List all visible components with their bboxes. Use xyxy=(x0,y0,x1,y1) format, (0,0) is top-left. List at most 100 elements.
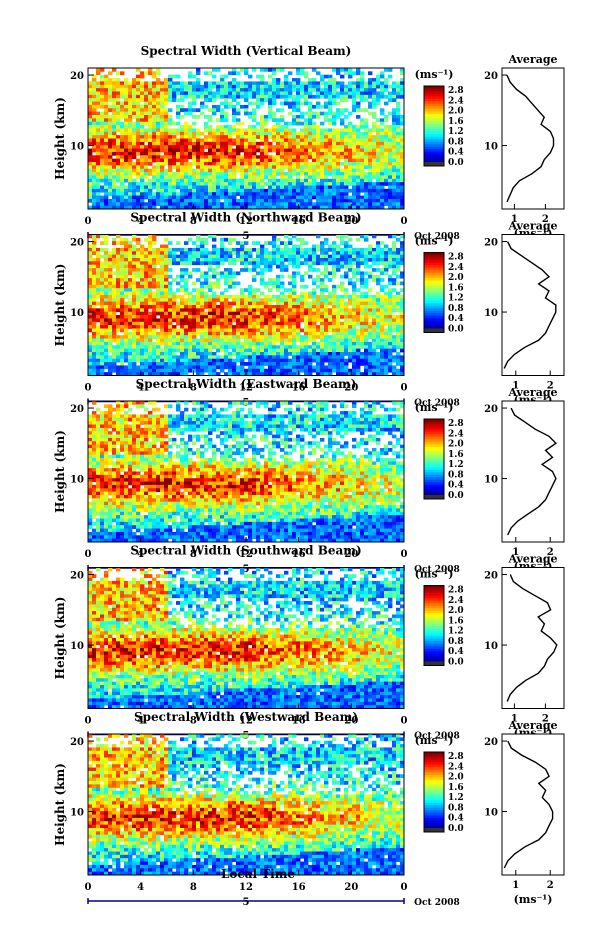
heatmap-cell xyxy=(176,132,180,136)
heatmap-cell xyxy=(260,282,264,286)
heatmap-cell xyxy=(304,251,308,255)
heatmap-cell xyxy=(256,85,260,89)
heatmap-cell xyxy=(100,315,104,319)
heatmap-cell xyxy=(144,278,148,282)
heatmap-cell xyxy=(96,68,100,72)
heatmap-cell xyxy=(124,278,128,282)
heatmap-cell xyxy=(100,275,104,279)
heatmap-cell xyxy=(136,339,140,343)
heatmap-cell xyxy=(184,332,188,336)
heatmap-cell xyxy=(132,189,136,193)
heatmap-cell xyxy=(216,182,220,186)
heatmap-cell xyxy=(320,128,324,132)
heatmap-cell xyxy=(188,186,192,190)
heatmap-cell xyxy=(268,75,272,79)
heatmap-cell xyxy=(268,278,272,282)
heatmap-cell xyxy=(296,192,300,196)
heatmap-cell xyxy=(172,175,176,179)
heatmap-cell xyxy=(396,335,400,339)
heatmap-cell xyxy=(92,105,96,109)
heatmap-cell xyxy=(112,128,116,132)
heatmap-cell xyxy=(200,139,204,143)
heatmap-cell xyxy=(152,295,156,299)
heatmap-cell xyxy=(112,179,116,183)
heatmap-cell xyxy=(264,155,268,159)
heatmap-cell xyxy=(380,278,384,282)
heatmap-cell xyxy=(244,241,248,245)
heatmap-cell xyxy=(292,142,296,146)
heatmap-cell xyxy=(228,125,232,129)
heatmap-cell xyxy=(276,92,280,96)
heatmap-cell xyxy=(292,159,296,163)
heatmap-cell xyxy=(144,88,148,92)
heatmap-cell xyxy=(100,322,104,326)
heatmap-cell xyxy=(152,135,156,139)
heatmap-cell xyxy=(276,298,280,302)
heatmap-cell xyxy=(132,295,136,299)
heatmap-cell xyxy=(376,325,380,329)
heatmap-cell xyxy=(308,92,312,96)
heatmap-cell xyxy=(348,142,352,146)
heatmap-cell xyxy=(312,132,316,136)
heatmap-cell xyxy=(348,149,352,153)
heatmap-cell xyxy=(288,318,292,322)
heatmap-cell xyxy=(208,192,212,196)
heatmap-cell xyxy=(272,71,276,75)
heatmap-cell xyxy=(320,112,324,116)
heatmap-cell xyxy=(364,179,368,183)
heatmap-cell xyxy=(264,95,268,99)
heatmap-cell xyxy=(288,329,292,333)
heatmap-cell xyxy=(316,92,320,96)
heatmap-cell xyxy=(388,282,392,286)
heatmap-cell xyxy=(304,302,308,306)
heatmap-cell xyxy=(384,179,388,183)
heatmap-cell xyxy=(324,85,328,89)
heatmap-cell xyxy=(220,88,224,92)
heatmap-cell xyxy=(240,142,244,146)
heatmap-cell xyxy=(324,315,328,319)
heatmap-cell xyxy=(384,159,388,163)
heatmap-cell xyxy=(276,202,280,206)
heatmap-cell xyxy=(168,241,172,245)
heatmap-cell xyxy=(204,165,208,169)
heatmap-cell xyxy=(264,339,268,343)
heatmap-cell xyxy=(224,312,228,316)
heatmap-cell xyxy=(384,155,388,159)
heatmap-cell xyxy=(136,322,140,326)
heatmap-cell xyxy=(352,98,356,102)
heatmap-cell xyxy=(120,329,124,333)
heatmap-cell xyxy=(136,85,140,89)
heatmap-cell xyxy=(208,149,212,153)
heatmap-cell xyxy=(188,175,192,179)
heatmap-cell xyxy=(388,142,392,146)
heatmap-cell xyxy=(220,115,224,119)
heatmap-cell xyxy=(208,285,212,289)
heatmap-cell xyxy=(212,128,216,132)
heatmap-cell xyxy=(364,128,368,132)
heatmap-cell xyxy=(320,258,324,262)
heatmap-cell xyxy=(92,305,96,309)
heatmap-cell xyxy=(184,255,188,259)
heatmap-cell xyxy=(280,149,284,153)
heatmap-cell xyxy=(196,172,200,176)
heatmap-cell xyxy=(300,92,304,96)
heatmap-cell xyxy=(140,335,144,339)
heatmap-cell xyxy=(368,155,372,159)
heatmap-cell xyxy=(376,95,380,99)
heatmap-cell xyxy=(224,288,228,292)
heatmap-cell xyxy=(356,329,360,333)
heatmap-cell xyxy=(364,335,368,339)
heatmap-cell xyxy=(304,162,308,166)
heatmap-cell xyxy=(168,189,172,193)
heatmap-cell xyxy=(160,125,164,129)
heatmap-cell xyxy=(316,175,320,179)
heatmap-cell xyxy=(180,159,184,163)
heatmap-cell xyxy=(132,135,136,139)
heatmap-cell xyxy=(216,165,220,169)
heatmap-cell xyxy=(248,135,252,139)
heatmap-cell xyxy=(300,255,304,259)
heatmap-cell xyxy=(92,189,96,193)
heatmap-cell xyxy=(348,145,352,149)
heatmap-cell xyxy=(332,248,336,252)
